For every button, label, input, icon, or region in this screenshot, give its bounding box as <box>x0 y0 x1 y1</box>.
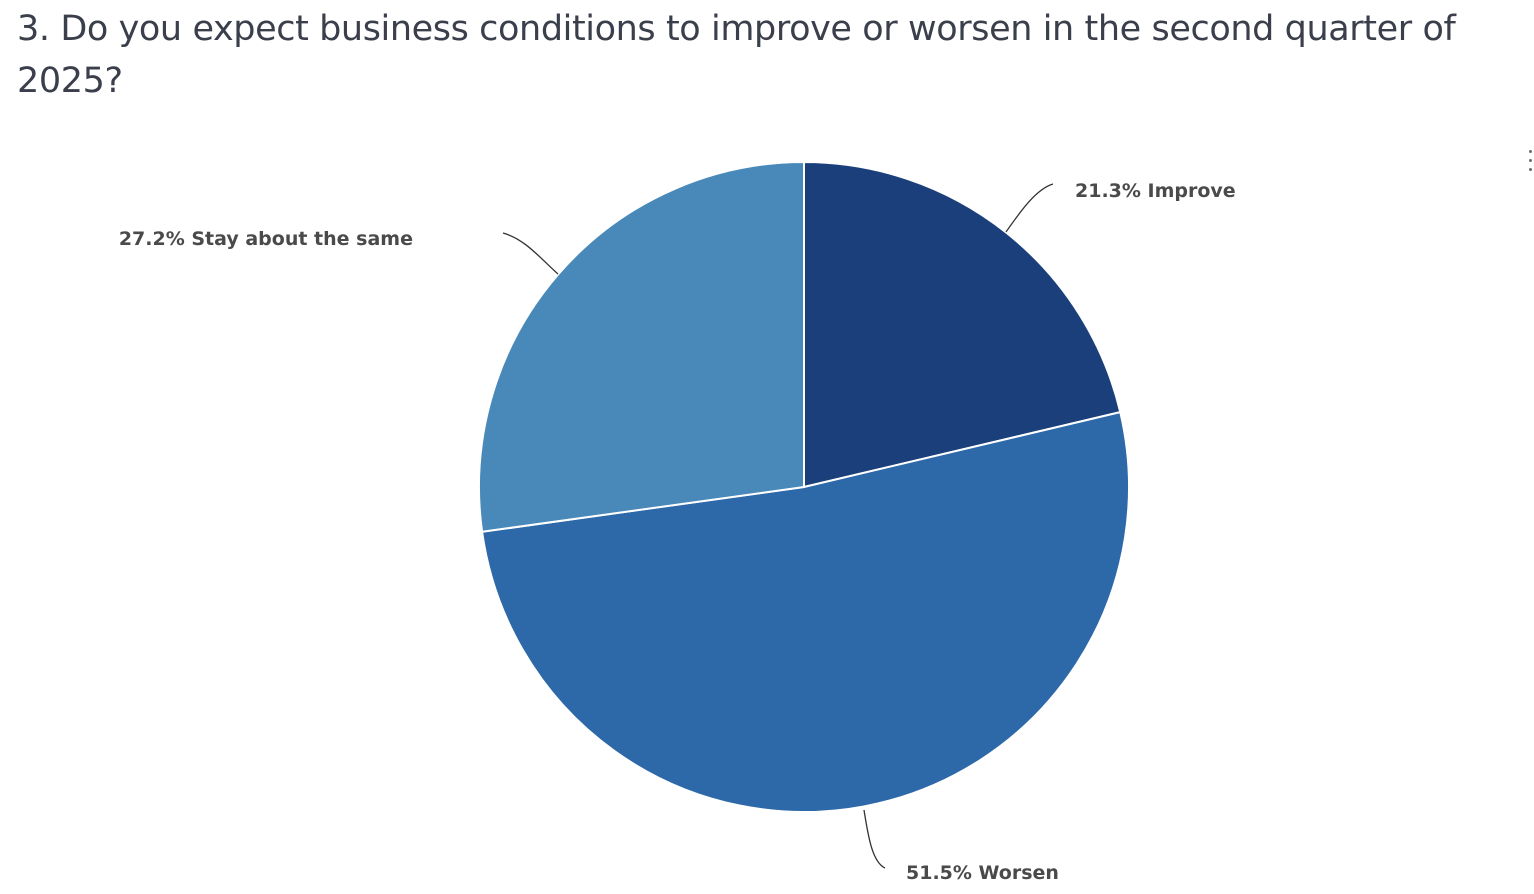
pie-labels: 21.3% Improve 51.5% Worsen 27.2% Stay abou… <box>119 180 1236 884</box>
leader-line-improve <box>1005 183 1054 233</box>
data-label-improve: 21.3% Improve <box>1075 180 1236 202</box>
leader-line-stay-about-the-same <box>502 232 559 275</box>
question-title: 3. Do you expect business conditions to … <box>17 9 1456 101</box>
pie-slice-improve[interactable] <box>803 161 1122 488</box>
leader-line-worsen <box>863 809 886 869</box>
pie-slice-worsen[interactable] <box>481 411 1130 813</box>
pie-slice-stay-about-the-same[interactable] <box>478 161 805 533</box>
data-label-worsen: 51.5% Worsen <box>906 862 1059 884</box>
pie-slices <box>478 161 1130 813</box>
vertical-ellipsis-icon[interactable] <box>1529 150 1534 182</box>
data-label-stay-about-the-same: 27.2% Stay about the same <box>119 228 413 250</box>
